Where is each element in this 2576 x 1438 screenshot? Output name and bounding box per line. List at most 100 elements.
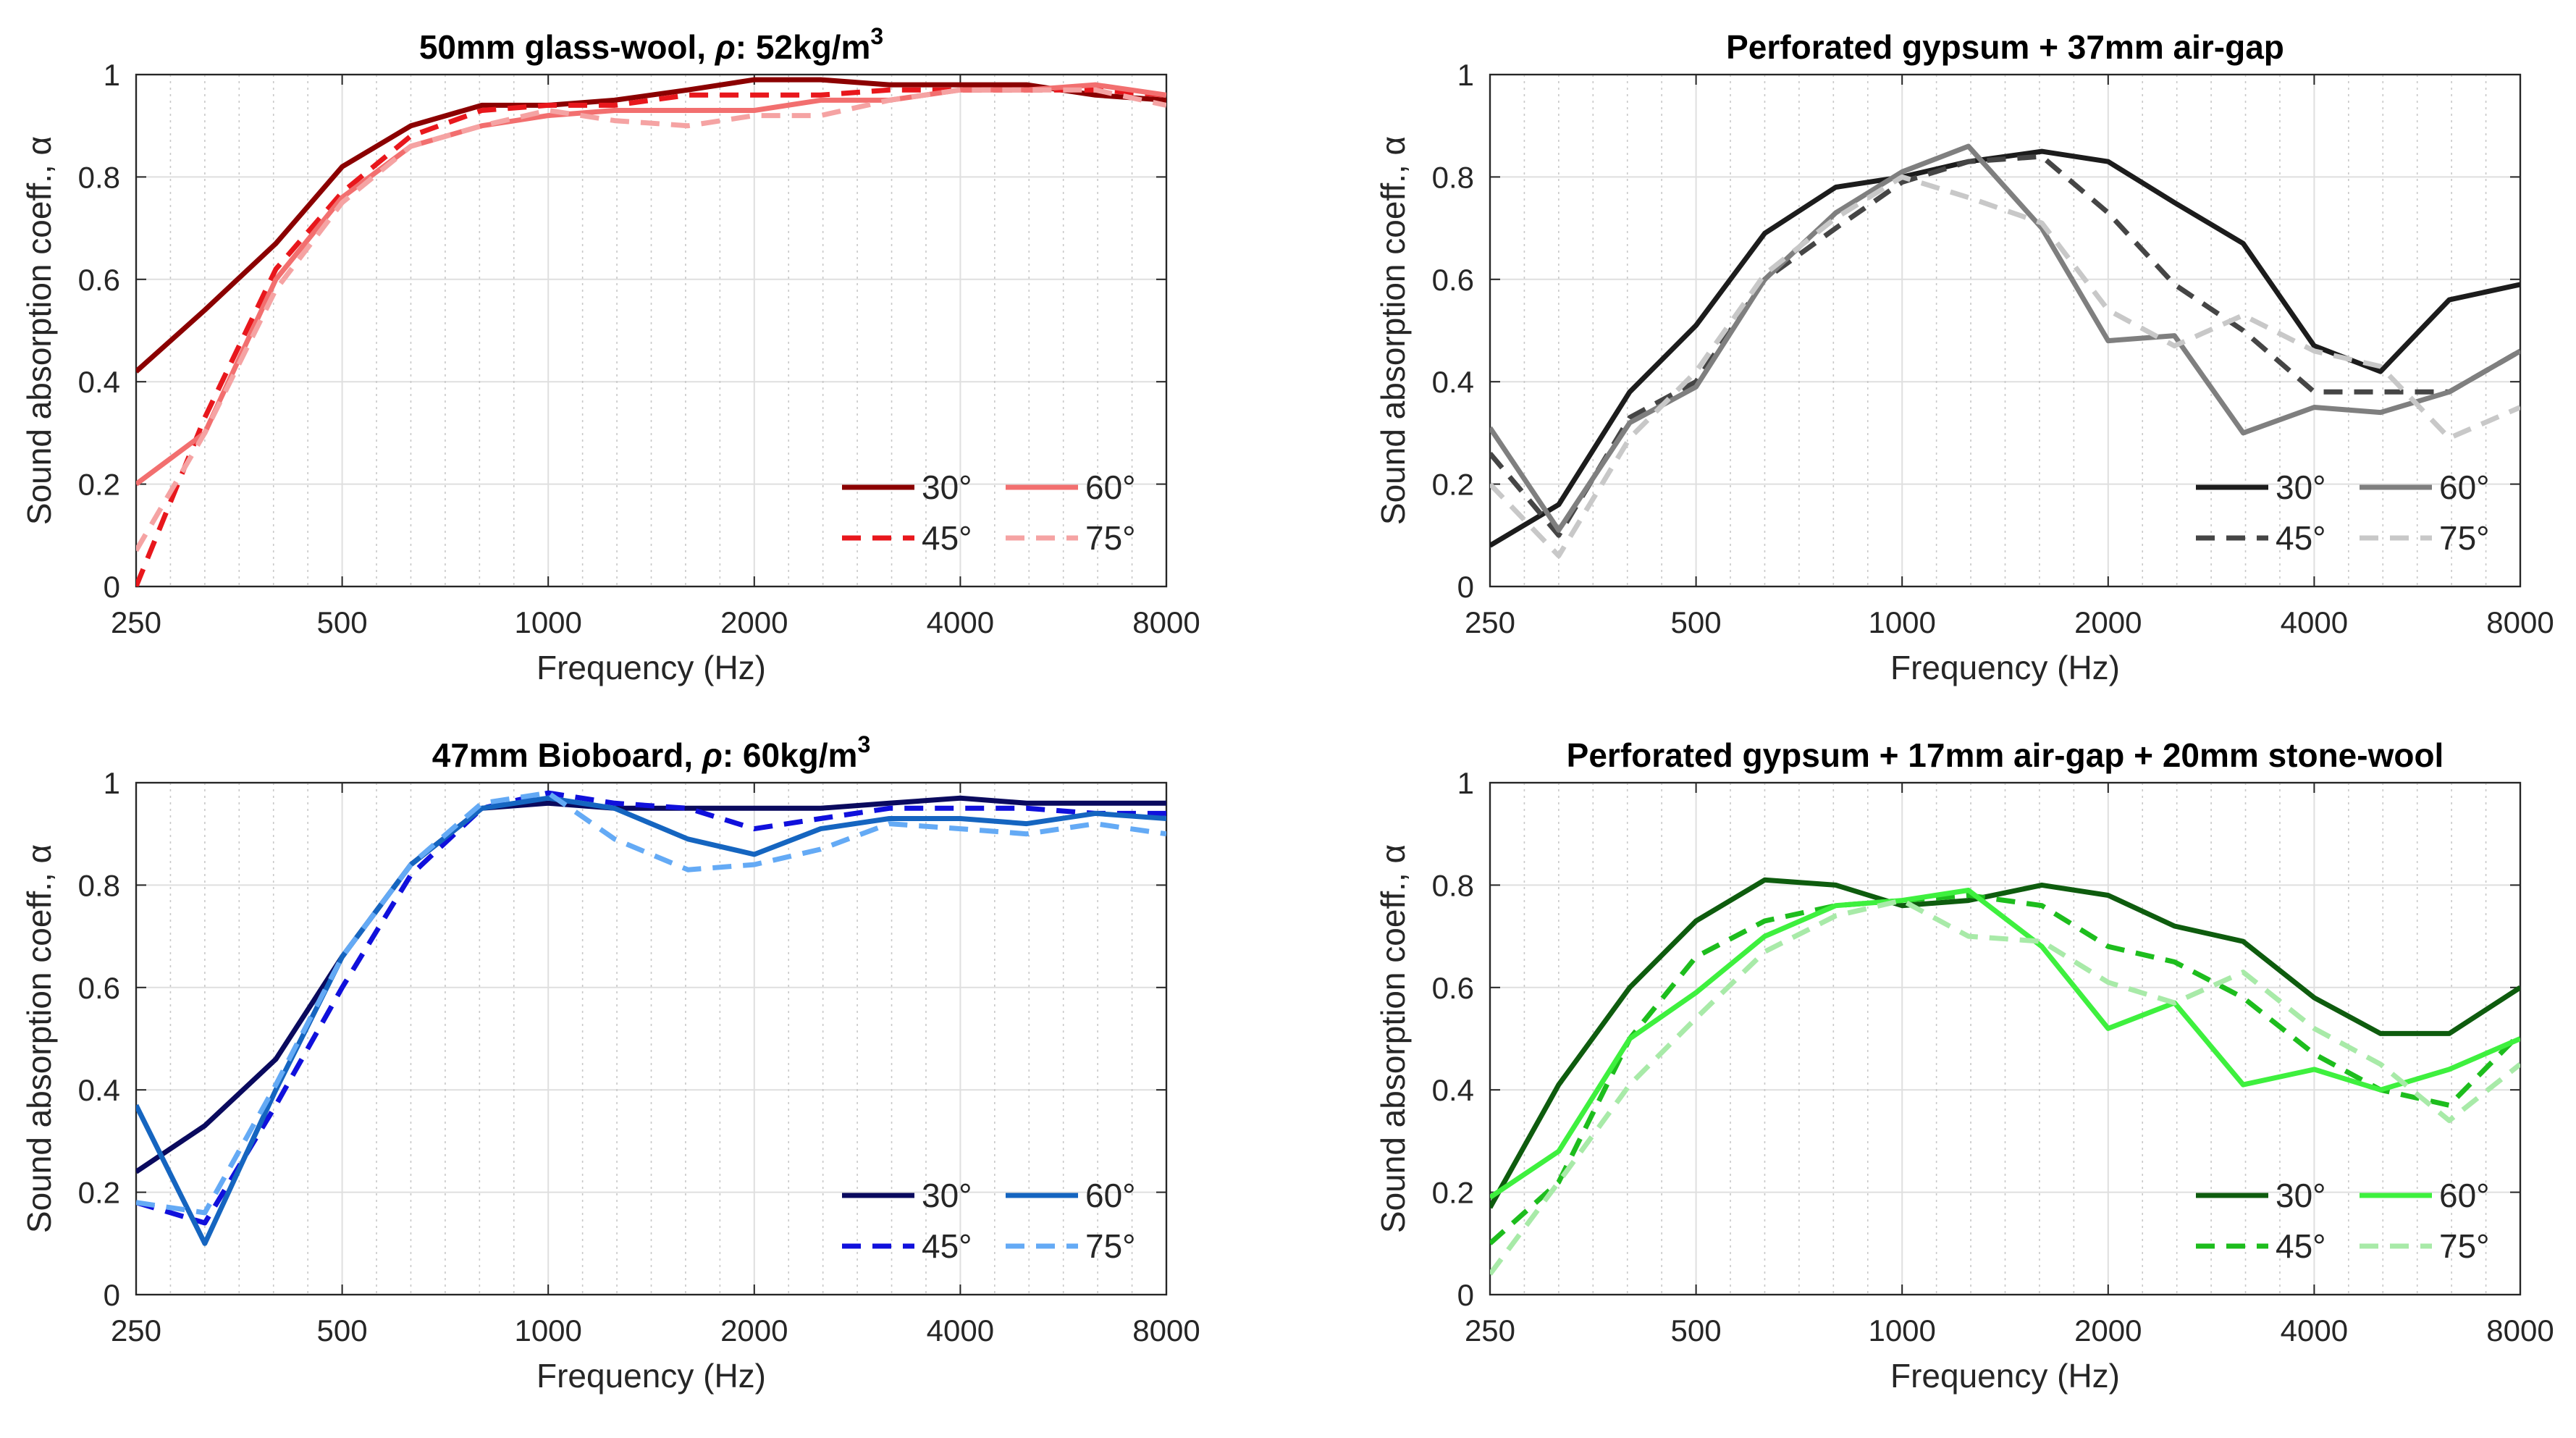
x-tick-label: 2000 <box>2074 605 2142 639</box>
panel-3-x-axis-label: Frequency (Hz) <box>536 1357 766 1395</box>
series-line-75deg <box>1490 898 2520 1276</box>
legend-label: 45° <box>2276 1227 2326 1265</box>
y-tick-label: 0.8 <box>1432 160 1474 194</box>
legend-label: 75° <box>1085 519 1136 557</box>
panel-2-x-axis-label: Frequency (Hz) <box>1890 649 2120 686</box>
legend-label: 45° <box>2276 519 2326 557</box>
panel-1: 0 0.2 0.4 0.6 0.8 1 250 500 1000 2000 4000 8000 50mm… <box>20 23 1200 686</box>
legend-label: 30° <box>2276 1177 2326 1214</box>
y-tick-label: 0.2 <box>1432 468 1474 502</box>
series-line-30deg <box>1490 877 2520 1209</box>
panel-1-axes-box <box>135 73 1168 588</box>
legend-label: 30° <box>922 468 972 506</box>
x-tick-label: 500 <box>317 605 368 639</box>
x-tick-label: 250 <box>111 1313 161 1347</box>
x-tick-label: 500 <box>1671 1313 1722 1347</box>
series-line-45deg <box>1490 893 2520 1245</box>
panel-2-y-axis-label: Sound absorption coeff., α <box>1374 136 1412 525</box>
y-tick-label: 0.4 <box>78 1073 120 1107</box>
title-superscript: 3 <box>857 731 870 757</box>
x-tick-label: 2000 <box>720 1313 788 1347</box>
y-tick-label: 0.4 <box>1432 365 1474 399</box>
panel-4-series <box>1490 877 2520 1276</box>
y-tick-label: 0.6 <box>1432 263 1474 297</box>
panel-3-y-axis-label: Sound absorption coeff., α <box>20 844 58 1233</box>
title-text: 47mm Bioboard, <box>432 736 702 774</box>
y-tick-label: 1 <box>104 766 120 800</box>
legend-label: 60° <box>1085 1177 1136 1214</box>
legend-label: 60° <box>1085 468 1136 506</box>
legend-label: 75° <box>2439 1227 2490 1265</box>
panel-4: 0 0.2 0.4 0.6 0.8 1 250 500 1000 2000 4000 8000 Perf… <box>1374 736 2554 1395</box>
panel-3-series <box>136 790 1166 1246</box>
legend-label: 45° <box>922 1227 972 1265</box>
x-tick-label: 8000 <box>2486 605 2554 639</box>
panel-1-legend: 30° 60° 45° 75° <box>842 468 1136 557</box>
legend-label: 60° <box>2439 1177 2490 1214</box>
x-tick-label: 4000 <box>2281 1313 2348 1347</box>
legend-label: 60° <box>2439 468 2490 506</box>
series-line-30deg <box>136 77 1166 374</box>
series-line-45deg <box>1490 154 2520 538</box>
legend-label: 30° <box>922 1177 972 1214</box>
panel-3-legend: 30° 60° 45° 75° <box>842 1177 1136 1265</box>
title-superscript: 3 <box>870 23 883 49</box>
legend-label: 75° <box>1085 1227 1136 1265</box>
x-tick-label: 8000 <box>2486 1313 2554 1347</box>
y-tick-label: 1 <box>1457 58 1474 92</box>
x-tick-label: 4000 <box>927 1313 994 1347</box>
x-tick-label: 500 <box>317 1313 368 1347</box>
legend-label: 45° <box>922 519 972 557</box>
series-line-75deg <box>136 87 1166 552</box>
y-tick-label: 0 <box>104 570 120 604</box>
y-tick-label: 0 <box>1457 570 1474 604</box>
y-tick-label: 0.4 <box>78 365 120 399</box>
y-tick-label: 1 <box>104 58 120 92</box>
x-tick-label: 250 <box>111 605 161 639</box>
title-rho: ρ <box>714 28 736 66</box>
panel-2-legend: 30° 60° 45° 75° <box>2196 468 2490 557</box>
title-rho: ρ <box>701 736 723 774</box>
x-tick-label: 1000 <box>1868 605 1935 639</box>
y-tick-label: 0.2 <box>78 468 120 502</box>
x-tick-label: 1000 <box>514 605 581 639</box>
series-line-75deg <box>136 790 1166 1216</box>
y-tick-label: 0.8 <box>78 160 120 194</box>
panel-1-series <box>136 77 1166 586</box>
panel-2-axes-box <box>1489 73 2522 588</box>
panel-1-x-axis-label: Frequency (Hz) <box>536 649 766 686</box>
panel-3: 0 0.2 0.4 0.6 0.8 1 250 500 1000 2000 4000 8000 47mm… <box>20 731 1200 1395</box>
y-tick-label: 0.8 <box>1432 868 1474 902</box>
x-tick-label: 4000 <box>2281 605 2348 639</box>
x-tick-label: 1000 <box>1868 1313 1935 1347</box>
y-tick-label: 0.2 <box>78 1176 120 1210</box>
title-text-rest: : 60kg/m <box>723 736 858 774</box>
panel-4-legend: 30° 60° 45° 75° <box>2196 1177 2490 1265</box>
panel-1-title: 50mm glass-wool, ρ: 52kg/m3 <box>419 23 883 66</box>
y-tick-label: 0.8 <box>78 868 120 902</box>
panel-1-y-axis-label: Sound absorption coeff., α <box>20 136 58 525</box>
y-tick-label: 0.6 <box>1432 971 1474 1005</box>
x-tick-label: 1000 <box>514 1313 581 1347</box>
y-tick-label: 0 <box>104 1278 120 1312</box>
panel-4-x-axis-label: Frequency (Hz) <box>1890 1357 2120 1395</box>
y-tick-label: 0.2 <box>1432 1176 1474 1210</box>
panel-2-series <box>1490 143 2520 559</box>
x-tick-label: 250 <box>1465 1313 1515 1347</box>
title-text: 50mm glass-wool, <box>419 28 715 66</box>
x-tick-label: 2000 <box>720 605 788 639</box>
x-tick-label: 500 <box>1671 605 1722 639</box>
y-tick-label: 0 <box>1457 1278 1474 1312</box>
series-line-45deg <box>136 790 1166 1226</box>
series-line-75deg <box>1490 174 2520 559</box>
panel-3-title: 47mm Bioboard, ρ: 60kg/m3 <box>432 731 871 774</box>
x-tick-label: 250 <box>1465 605 1515 639</box>
x-tick-label: 8000 <box>1132 605 1200 639</box>
y-tick-label: 0.4 <box>1432 1073 1474 1107</box>
legend-label: 30° <box>2276 468 2326 506</box>
y-tick-label: 0.6 <box>78 971 120 1005</box>
x-tick-label: 2000 <box>2074 1313 2142 1347</box>
panel-3-axes-box <box>135 781 1168 1296</box>
panel-2-title: Perforated gypsum + 37mm air-gap <box>1726 28 2284 66</box>
